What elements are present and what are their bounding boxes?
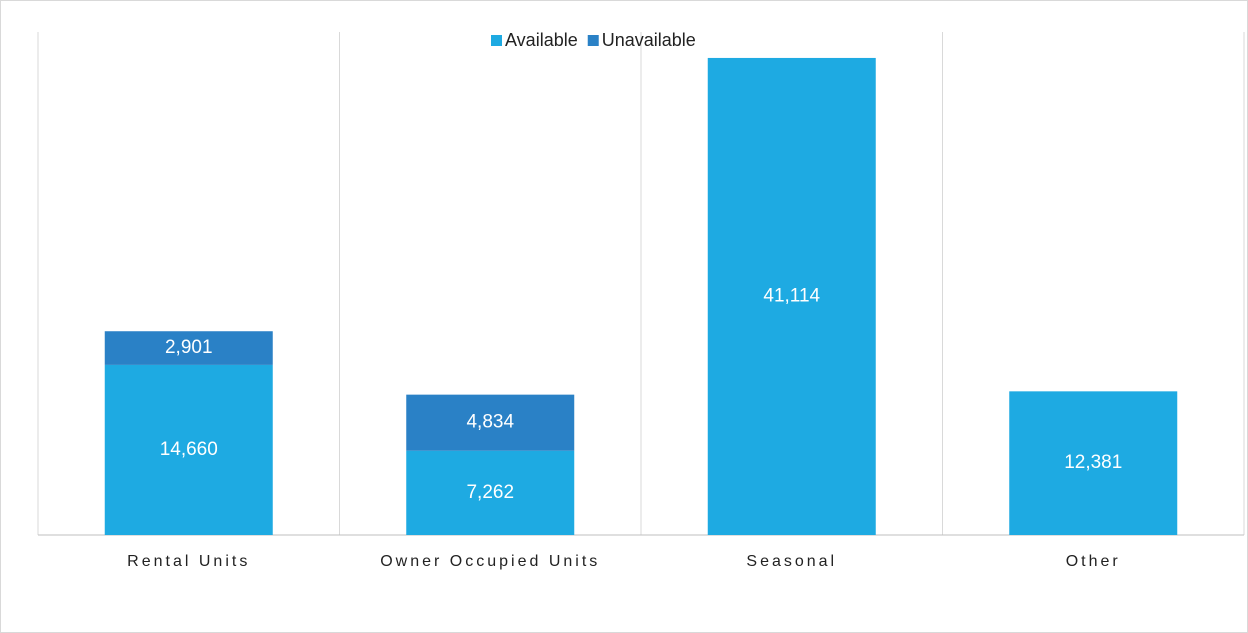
bar-segment xyxy=(406,450,575,535)
data-label: 7,262 xyxy=(466,482,514,503)
legend-swatch xyxy=(491,35,502,46)
bar-segment xyxy=(406,394,575,451)
x-tick-label: Seasonal xyxy=(746,553,837,570)
bar-segment xyxy=(707,57,876,535)
data-label: 12,381 xyxy=(1064,452,1122,473)
x-tick-label: Rental Units xyxy=(127,553,250,570)
legend-label: Unavailable xyxy=(602,30,696,50)
data-label: 14,660 xyxy=(160,439,218,460)
bar-segment xyxy=(104,331,273,365)
bar-segment xyxy=(1009,391,1178,535)
x-tick-label: Owner Occupied Units xyxy=(380,553,600,570)
legend-swatch xyxy=(587,35,599,46)
legend-label: Available xyxy=(505,30,578,50)
bar-segment xyxy=(104,364,273,535)
x-tick-label: Other xyxy=(1066,553,1121,570)
data-label: 4,834 xyxy=(466,412,514,433)
data-label: 41,114 xyxy=(763,285,820,306)
data-label: 2,901 xyxy=(165,337,213,358)
